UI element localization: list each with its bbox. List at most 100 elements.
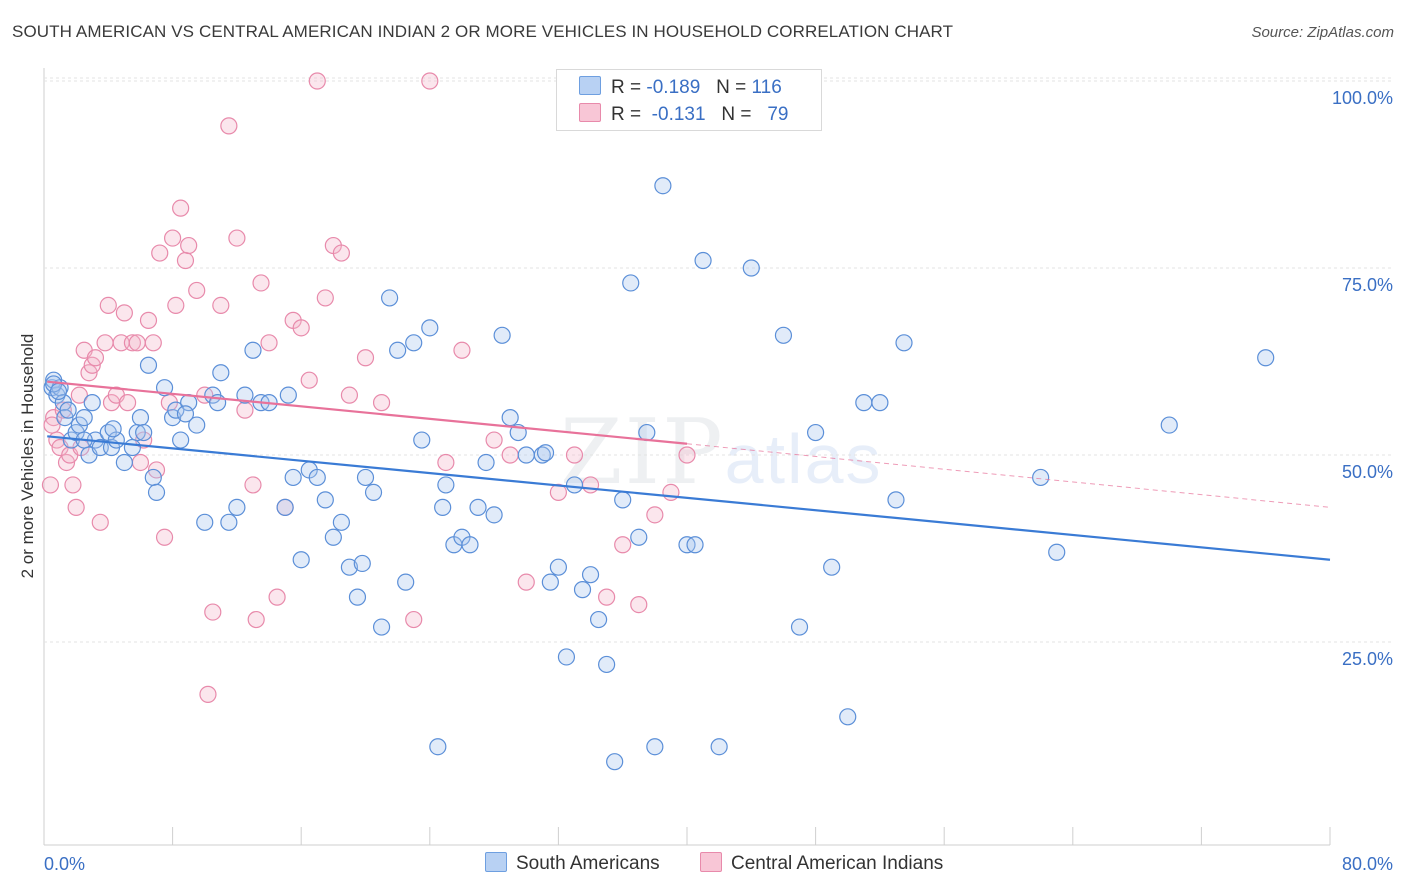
- data-point-central-american-indians: [180, 236, 198, 255]
- data-point-central-american-indians: [199, 685, 217, 703]
- data-point-south-americans: [598, 655, 616, 674]
- data-point-central-american-indians: [118, 394, 137, 412]
- data-point-central-american-indians: [260, 334, 278, 352]
- data-point-south-americans: [493, 326, 511, 344]
- legend-r-value-2: -0.131: [651, 104, 706, 125]
- data-point-central-american-indians: [485, 431, 503, 449]
- trend-line-south-americans: [47, 435, 1331, 561]
- data-point-south-americans: [381, 289, 399, 307]
- data-point-south-americans: [823, 558, 841, 576]
- legend-n-value-2: 79: [767, 104, 789, 125]
- data-point-central-american-indians: [437, 453, 455, 472]
- data-point-central-american-indians: [167, 296, 185, 314]
- data-point-south-americans: [1160, 416, 1178, 434]
- y-tick-label: 50.0%: [1342, 462, 1393, 482]
- data-point-south-americans: [364, 483, 383, 501]
- data-point-south-americans: [188, 416, 206, 434]
- data-point-central-american-indians: [91, 513, 109, 531]
- data-point-central-american-indians: [43, 416, 61, 434]
- data-point-central-american-indians: [614, 536, 632, 554]
- data-point-south-americans: [292, 551, 310, 569]
- y-tick-label: 100.0%: [1332, 88, 1393, 108]
- data-point-central-american-indians: [67, 498, 85, 516]
- data-point-south-americans: [434, 498, 452, 516]
- data-point-south-americans: [421, 319, 439, 337]
- data-point-south-americans: [638, 423, 656, 442]
- legend-swatch-blue: [579, 76, 601, 95]
- data-point-south-americans: [228, 498, 246, 516]
- series-legend-central-american-indians: Central American Indians: [700, 852, 943, 875]
- data-point-central-american-indians: [501, 446, 519, 464]
- data-point-south-americans: [541, 573, 559, 591]
- data-point-south-americans: [167, 401, 185, 419]
- data-point-south-americans: [176, 405, 195, 423]
- data-point-central-american-indians: [300, 371, 318, 389]
- data-point-south-americans: [469, 498, 487, 516]
- data-point-south-americans: [372, 618, 391, 636]
- data-point-south-americans: [774, 326, 793, 344]
- data-point-south-americans: [1032, 468, 1050, 487]
- data-point-south-americans: [549, 558, 568, 576]
- data-point-south-americans: [565, 476, 584, 494]
- data-point-south-americans: [348, 588, 367, 606]
- data-point-central-american-indians: [115, 304, 133, 322]
- y-axis-title: 2 or more Vehicles in Household: [18, 333, 37, 579]
- data-point-south-americans: [573, 581, 592, 599]
- legend-n-label-2: N =: [721, 104, 752, 125]
- legend-n-label-1: N =: [716, 77, 747, 98]
- trend-line-central-american-indians: [47, 380, 688, 445]
- data-point-central-american-indians: [244, 476, 262, 494]
- data-point-south-americans: [115, 453, 133, 472]
- data-point-south-americans: [654, 177, 672, 195]
- data-point-central-american-indians: [247, 610, 265, 629]
- data-point-south-americans: [536, 444, 555, 462]
- data-point-south-americans: [144, 468, 162, 487]
- legend-row-central-american-indians: R = -0.131 N = 79: [579, 103, 788, 126]
- data-point-central-american-indians: [123, 334, 142, 352]
- data-point-central-american-indians: [172, 199, 190, 217]
- trend-line-extension-central-american-indians: [686, 443, 1331, 508]
- data-point-south-americans: [135, 423, 153, 442]
- data-point-south-americans: [790, 618, 809, 636]
- data-point-central-american-indians: [421, 72, 439, 90]
- data-point-central-american-indians: [188, 281, 206, 300]
- data-point-south-americans: [606, 753, 624, 771]
- data-point-central-american-indians: [268, 588, 286, 606]
- data-point-central-american-indians: [316, 289, 334, 307]
- data-point-south-americans: [614, 491, 632, 509]
- data-point-south-americans: [196, 513, 214, 531]
- data-point-central-american-indians: [292, 319, 310, 337]
- data-point-south-americans: [871, 394, 889, 412]
- data-point-south-americans: [83, 394, 101, 412]
- data-point-south-americans: [429, 738, 447, 756]
- data-point-south-americans: [279, 386, 297, 404]
- data-point-central-american-indians: [630, 595, 648, 614]
- x-tick-label-max: 80.0%: [1342, 854, 1393, 874]
- data-point-south-americans: [405, 334, 423, 352]
- data-point-central-american-indians: [372, 394, 391, 412]
- data-point-south-americans: [284, 468, 302, 487]
- data-point-south-americans: [1257, 349, 1275, 367]
- legend-row-south-americans: R = -0.189 N = 116: [579, 76, 782, 99]
- legend-r-label-1: R =: [611, 77, 642, 98]
- data-point-south-americans: [581, 566, 600, 584]
- data-point-central-american-indians: [99, 296, 117, 314]
- data-point-south-americans: [742, 259, 760, 277]
- data-point-south-americans: [413, 431, 431, 449]
- data-point-central-american-indians: [662, 483, 680, 501]
- data-point-central-american-indians: [164, 229, 182, 247]
- data-point-south-americans: [686, 536, 704, 554]
- data-point-central-american-indians: [151, 244, 169, 262]
- data-point-south-americans: [316, 491, 334, 509]
- data-point-central-american-indians: [139, 311, 158, 329]
- data-point-south-americans: [646, 738, 664, 756]
- y-tick-label: 75.0%: [1342, 275, 1393, 295]
- data-point-central-american-indians: [565, 446, 584, 464]
- data-point-south-americans: [389, 341, 407, 359]
- data-point-central-american-indians: [64, 476, 82, 494]
- data-point-south-americans: [630, 528, 648, 546]
- data-point-central-american-indians: [252, 274, 270, 292]
- x-tick-label-min: 0.0%: [44, 854, 85, 874]
- data-point-central-american-indians: [86, 349, 105, 367]
- data-point-central-american-indians: [41, 476, 60, 494]
